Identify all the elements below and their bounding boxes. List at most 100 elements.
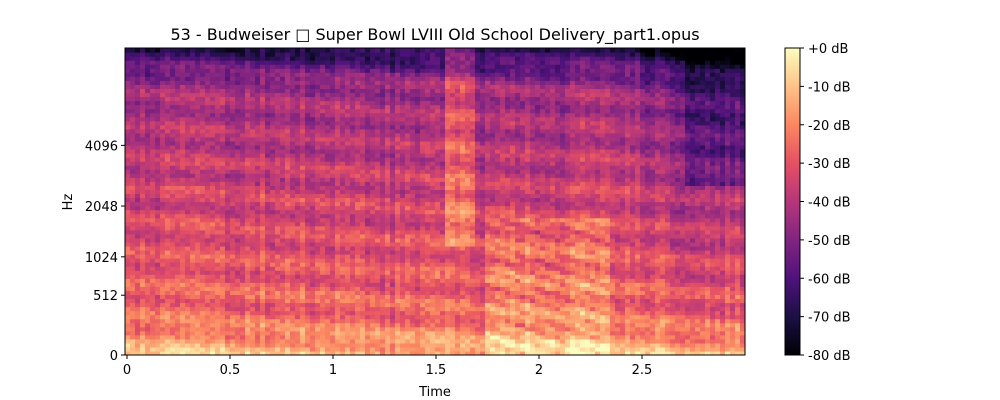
heatmap-cell [285,169,291,174]
heatmap-cell [400,116,406,122]
heatmap-cell [410,254,416,259]
heatmap-cell [315,185,321,190]
heatmap-cell [215,278,221,283]
heatmap-cell [360,92,366,98]
heatmap-cell [305,330,311,336]
heatmap-cell [350,221,356,227]
heatmap-cell [385,274,391,279]
heatmap-cell [405,56,411,61]
heatmap-cell [345,298,351,304]
heatmap-cell [220,262,226,267]
heatmap-cell [295,72,301,77]
heatmap-cell [170,136,176,142]
heatmap-cell [145,72,151,77]
heatmap-cell [295,213,301,219]
heatmap-cell [345,310,351,316]
heatmap-cell [230,56,236,61]
heatmap-cell [400,96,406,102]
heatmap-cell [140,52,146,57]
heatmap-cell [300,140,306,146]
heatmap-cell [285,181,291,186]
heatmap-cell [145,116,151,122]
heatmap-cell [385,278,391,283]
heatmap-cell [175,64,181,69]
heatmap-cell [280,181,286,186]
heatmap-cell [145,84,151,89]
heatmap-cell [240,266,246,271]
heatmap-cell [415,84,421,89]
heatmap-cell [315,249,321,255]
heatmap-cell [445,124,451,130]
heatmap-cell [385,205,391,211]
heatmap-cell [430,148,436,154]
heatmap-cell [260,100,266,106]
heatmap-cell [165,249,171,255]
heatmap-cell [390,225,396,231]
heatmap-cell [215,193,221,199]
heatmap-cell [185,266,191,271]
heatmap-cell [405,258,411,263]
heatmap-cell [350,193,356,199]
heatmap-cell [315,322,321,328]
heatmap-cell [165,177,171,182]
heatmap-cell [185,342,191,348]
heatmap-cell [350,274,356,279]
heatmap-cell [170,177,176,182]
heatmap-cell [155,306,161,312]
heatmap-cell [150,124,156,130]
heatmap-cell [205,64,211,69]
heatmap-cell [385,165,391,170]
heatmap-cell [225,173,231,178]
heatmap-cell [235,350,241,355]
heatmap-cell [170,350,176,355]
heatmap-cell [125,266,131,271]
heatmap-cell [145,245,151,251]
heatmap-cell [275,48,281,53]
heatmap-cell [180,144,186,150]
heatmap-cell [240,157,246,162]
heatmap-cell [450,237,456,243]
heatmap-cell [410,334,416,340]
heatmap-cell [440,266,446,271]
heatmap-cell [335,334,341,340]
heatmap-cell [275,270,281,275]
heatmap-cell [380,181,386,186]
heatmap-cell [430,302,436,308]
heatmap-cell [400,237,406,243]
heatmap-cell [310,290,316,296]
heatmap-cell [230,241,236,247]
heatmap-cell [325,197,331,203]
heatmap-cell [160,153,166,158]
heatmap-cell [405,274,411,279]
heatmap-cell [290,84,296,89]
heatmap-cell [430,314,436,320]
heatmap-cell [250,266,256,271]
heatmap-cell [145,346,151,352]
heatmap-cell [180,254,186,259]
heatmap-cell [190,197,196,203]
heatmap-cell [125,254,131,259]
heatmap-cell [200,298,206,304]
heatmap-cell [210,68,216,73]
heatmap-cell [220,318,226,324]
heatmap-cell [440,177,446,182]
heatmap-cell [190,144,196,150]
heatmap-cell [155,140,161,146]
heatmap-cell [420,209,426,215]
heatmap-cell [190,132,196,138]
heatmap-cell [195,136,201,142]
heatmap-cell [195,153,201,158]
heatmap-cell [315,225,321,231]
heatmap-cell [310,294,316,300]
heatmap-cell [275,100,281,106]
heatmap-cell [370,112,376,118]
heatmap-cell [385,96,391,102]
heatmap-cell [140,92,146,98]
heatmap-cell [380,290,386,296]
heatmap-cell [380,177,386,182]
heatmap-cell [355,229,361,235]
heatmap-cell [360,338,366,344]
heatmap-cell [185,229,191,235]
heatmap-cell [315,104,321,110]
heatmap-cell [230,322,236,328]
